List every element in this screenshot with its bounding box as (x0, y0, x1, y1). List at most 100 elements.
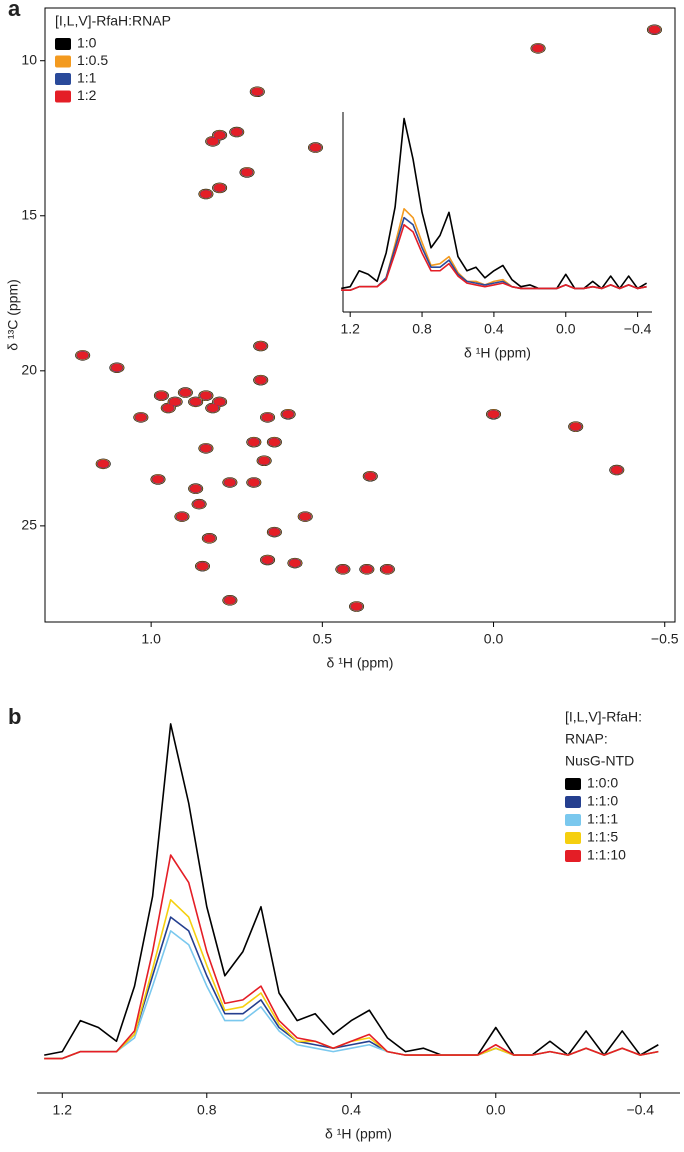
legend-title: NusG-NTD (565, 753, 634, 769)
legend-label: 1:1:0 (587, 793, 618, 809)
peak (255, 376, 267, 385)
peak (189, 484, 202, 493)
peak (350, 602, 363, 611)
peak (241, 168, 253, 177)
peak (213, 183, 226, 192)
peak (532, 44, 544, 53)
peak (207, 137, 219, 146)
x-axis-label: δ ¹H (ppm) (464, 345, 531, 361)
x-axis-label: δ ¹H (ppm) (327, 655, 394, 671)
x-tick-label: 0.0 (556, 321, 576, 337)
peak (611, 466, 623, 475)
legend-swatch (565, 796, 581, 808)
panel-label: b (8, 704, 21, 729)
x-tick-label: −0.4 (624, 321, 652, 337)
peak (200, 391, 212, 400)
peak (155, 391, 168, 400)
spectrum-line (44, 854, 659, 1060)
x-tick-label: 1.0 (141, 631, 161, 647)
peak (196, 562, 209, 571)
spectrum-line (44, 930, 659, 1060)
legend-label: 1:1 (77, 70, 97, 86)
peak (248, 438, 260, 447)
peak (111, 363, 123, 372)
peak (224, 478, 236, 487)
peak (176, 512, 188, 521)
peak (213, 131, 226, 140)
x-tick-label: −0.5 (651, 631, 679, 647)
legend-label: 1:1:1 (587, 811, 618, 827)
y-tick-label: 15 (21, 206, 37, 222)
peak (337, 565, 349, 574)
peak (231, 128, 243, 137)
legend-swatch (55, 73, 71, 85)
x-tick-label: 1.2 (340, 321, 360, 337)
peak (648, 25, 661, 34)
peak (207, 404, 219, 413)
peak (299, 512, 311, 521)
legend-label: 1:0:0 (587, 775, 618, 791)
peak (289, 559, 301, 568)
x-tick-label: −0.4 (626, 1102, 654, 1118)
peak (381, 565, 394, 574)
legend-label: 1:2 (77, 87, 97, 103)
x-tick-label: 0.0 (484, 631, 504, 647)
legend-swatch (55, 55, 71, 68)
legend-swatch (565, 832, 581, 844)
peak (200, 444, 212, 453)
x-tick-label: 0.0 (486, 1102, 506, 1118)
legend-label: 1:1:10 (587, 847, 626, 863)
peak (487, 410, 500, 419)
x-tick-label: 0.4 (484, 321, 504, 337)
peak (261, 555, 274, 564)
peak (203, 534, 216, 543)
peak (309, 143, 322, 152)
peak (162, 404, 174, 413)
peak (224, 596, 236, 605)
peak (152, 475, 164, 484)
peak (135, 413, 147, 422)
x-tick-label: 0.8 (197, 1102, 217, 1118)
peak (251, 87, 263, 96)
peak (268, 528, 281, 537)
plot-frame (44, 7, 676, 623)
spectrum-line (341, 223, 647, 292)
peak (364, 472, 376, 481)
legend-swatch (565, 850, 581, 862)
x-tick-label: 0.8 (412, 321, 432, 337)
legend-swatch (565, 814, 581, 826)
peak (189, 397, 202, 406)
y-axis-label: δ ¹³C (ppm) (5, 279, 21, 351)
peak (213, 397, 226, 406)
legend-title: [I,L,V]-RfaH: (565, 709, 642, 725)
x-axis-label: δ ¹H (ppm) (325, 1126, 392, 1142)
peak (361, 565, 373, 574)
legend-label: 1:0.5 (77, 52, 108, 68)
peak (282, 410, 294, 419)
x-tick-label: 0.5 (313, 631, 333, 647)
peak (193, 500, 205, 509)
spectrum-line (44, 723, 659, 1056)
legend-title: [I,L,V]-RfaH:RNAP (55, 13, 171, 29)
panel-label: a (8, 0, 21, 21)
peak (261, 413, 274, 422)
peak (76, 351, 89, 360)
peak (97, 459, 109, 468)
y-tick-label: 10 (21, 51, 37, 67)
legend-swatch (55, 38, 71, 50)
spectrum-line (44, 916, 659, 1060)
x-tick-label: 0.4 (342, 1102, 362, 1118)
y-tick-label: 20 (21, 362, 37, 378)
y-tick-label: 25 (21, 517, 37, 533)
legend-swatch (55, 90, 71, 103)
peak (169, 397, 181, 406)
peak (255, 342, 267, 351)
legend-label: 1:0 (77, 35, 97, 51)
peak (258, 456, 270, 465)
legend-title: RNAP: (565, 731, 608, 747)
peak (570, 422, 582, 431)
x-tick-label: 1.2 (53, 1102, 73, 1118)
legend-label: 1:1:5 (587, 829, 618, 845)
